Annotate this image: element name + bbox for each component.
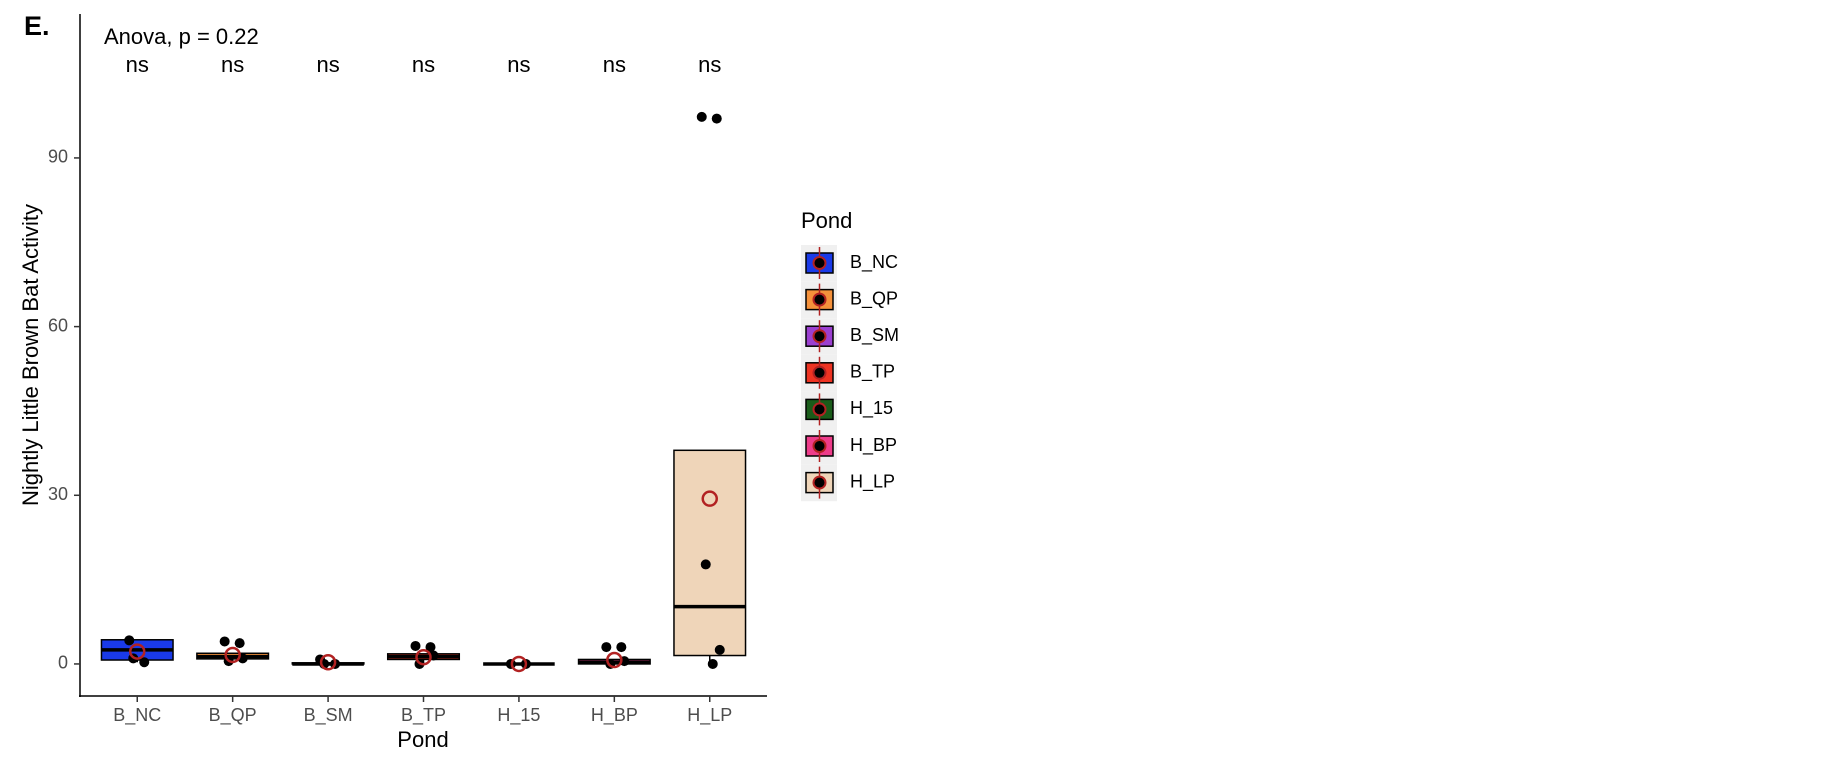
mean bbox=[129, 643, 146, 660]
legend-title: Pond bbox=[801, 208, 852, 233]
legend-key-mean bbox=[812, 365, 827, 380]
x-tick-label: B_NC bbox=[113, 705, 161, 726]
legend-label: H_BP bbox=[850, 435, 897, 456]
legend-label: B_TP bbox=[850, 362, 895, 383]
panel-label: E. bbox=[24, 11, 50, 41]
data-point bbox=[425, 642, 436, 653]
x-tick-label: B_TP bbox=[401, 705, 446, 726]
mean bbox=[319, 654, 337, 671]
legend-label: H_15 bbox=[850, 398, 893, 419]
data-point bbox=[616, 642, 627, 653]
data-point bbox=[219, 636, 230, 647]
data-point bbox=[139, 657, 150, 668]
x-axis-title: Pond bbox=[397, 727, 448, 752]
y-axis-title: Nightly Little Brown Bat Activity bbox=[18, 204, 43, 506]
box bbox=[673, 449, 747, 657]
x-tick-label: B_QP bbox=[209, 705, 257, 726]
group-label: ns bbox=[507, 52, 530, 77]
group-label: ns bbox=[316, 52, 339, 77]
mean bbox=[224, 646, 241, 664]
legend-key-mean bbox=[812, 475, 827, 490]
data-point bbox=[714, 644, 725, 655]
x-tick-label: H_15 bbox=[497, 705, 540, 726]
mean bbox=[701, 490, 718, 507]
legend-key-mean bbox=[812, 402, 827, 417]
data-point bbox=[234, 638, 245, 649]
group-label: ns bbox=[603, 52, 626, 77]
data-point bbox=[707, 658, 718, 669]
y-tick-label: 0 bbox=[58, 653, 68, 673]
legend-key-mean bbox=[812, 256, 827, 270]
mean bbox=[510, 655, 528, 673]
group-label: ns bbox=[412, 52, 435, 77]
mean bbox=[606, 651, 623, 669]
data-point bbox=[711, 113, 722, 124]
y-tick-label: 60 bbox=[48, 315, 68, 335]
data-point bbox=[601, 642, 612, 653]
legend-label: H_LP bbox=[850, 471, 895, 492]
group-label: ns bbox=[126, 52, 149, 77]
y-tick-label: 30 bbox=[48, 484, 68, 504]
group-label: ns bbox=[221, 52, 244, 77]
x-tick-label: B_SM bbox=[304, 705, 353, 726]
data-point bbox=[696, 111, 707, 122]
legend-key-mean bbox=[812, 292, 827, 307]
group-label: ns bbox=[698, 52, 721, 77]
legend-label: B_NC bbox=[850, 252, 898, 273]
mean bbox=[415, 648, 432, 666]
data-point bbox=[410, 640, 421, 651]
annotation: Anova, p = 0.22 bbox=[104, 24, 259, 49]
legend-key-mean bbox=[812, 439, 827, 453]
data-point bbox=[124, 635, 135, 646]
legend-label: B_SM bbox=[850, 325, 899, 346]
legend-label: B_QP bbox=[850, 288, 898, 309]
x-tick-label: H_LP bbox=[687, 705, 732, 726]
y-tick-label: 90 bbox=[48, 147, 68, 167]
data-point bbox=[700, 559, 711, 570]
legend-key-mean bbox=[812, 329, 827, 344]
x-tick-label: H_BP bbox=[591, 705, 638, 726]
